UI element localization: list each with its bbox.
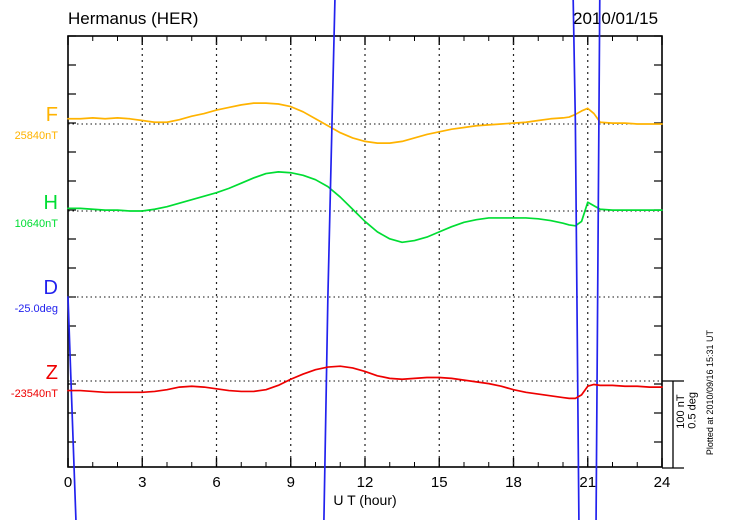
x-tick-label: 15 [430, 474, 448, 491]
component-baseline-d: -25.0deg [14, 303, 58, 315]
component-label-f: F [45, 104, 58, 126]
x-tick-label: 12 [356, 474, 374, 491]
data-traces [67, 0, 663, 520]
grid-lines [141, 36, 589, 467]
x-tick-label: 0 [63, 474, 73, 491]
page-title: Hermanus (HER) [68, 9, 199, 28]
x-tick-label: 21 [579, 474, 597, 491]
x-tick-label: 9 [286, 474, 295, 491]
observation-date: 2010/01/15 [573, 9, 659, 28]
x-tick-label: 18 [505, 474, 522, 491]
scale-bar-caption: 100 nT 0.5 deg [675, 392, 699, 429]
component-label-d: D [43, 277, 58, 299]
scale-nt-label: 100 nT [675, 394, 687, 429]
plotted-timestamp: Plotted at 2010/09/16 15:31 UT [705, 330, 715, 456]
x-tick-label: 3 [138, 474, 147, 491]
x-tick-label: 24 [653, 474, 671, 491]
scale-deg-label: 0.5 deg [686, 392, 699, 429]
component-label-z: Z [45, 362, 58, 384]
component-baseline-f: 25840nT [14, 130, 58, 142]
x-tick-label: 6 [212, 474, 221, 491]
scale-bar [662, 380, 684, 469]
component-label-h: H [43, 192, 58, 214]
component-baseline-z: -23540nT [10, 388, 58, 400]
component-baseline-h: 10640nT [14, 218, 58, 230]
component-baselines [68, 123, 662, 382]
x-axis-label: U T (hour) [333, 492, 397, 508]
